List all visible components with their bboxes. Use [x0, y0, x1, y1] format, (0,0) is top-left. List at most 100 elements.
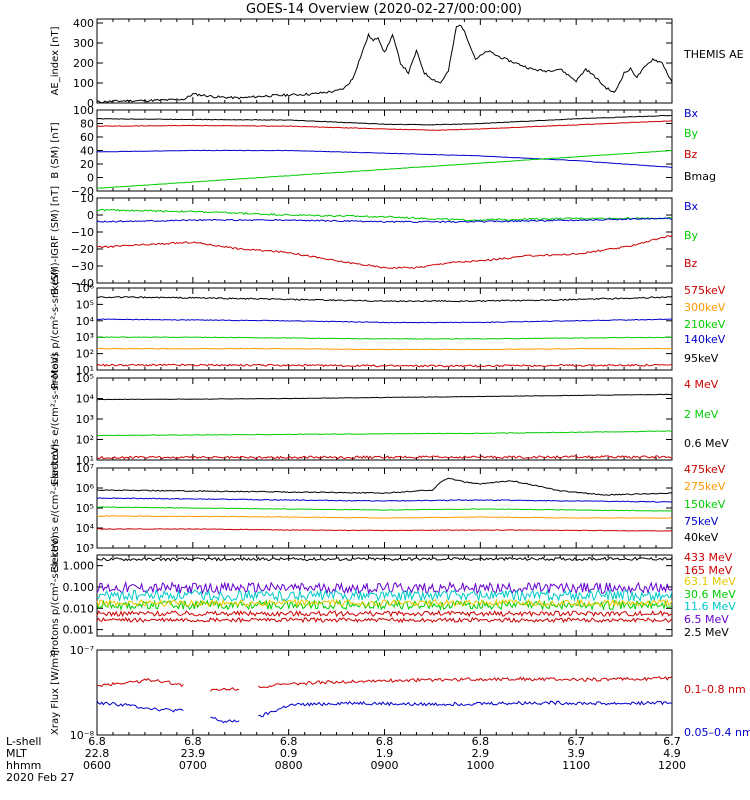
series-bigrf-0: [96, 208, 673, 222]
x-tick-label: 0.9: [280, 747, 298, 760]
legend-item: Bz: [684, 257, 698, 270]
panel-protons: 10¹ 10² 10³ 10⁴ 10⁵ 10⁶ Protons p/(cm²-s-sr-ke…: [50, 269, 726, 390]
series-bigrf-1: [96, 217, 673, 224]
y-tick-label: 10: [80, 192, 94, 205]
x-tick-label: 0800: [275, 759, 303, 772]
y-tick-label: 10⁻⁷: [70, 644, 94, 657]
y-axis-label: AE_index [nT]: [50, 26, 61, 95]
legend-item: 210keV: [684, 318, 726, 331]
x-tick-label: 6.7: [663, 735, 681, 748]
y-tick-label: 200: [73, 57, 94, 70]
y-tick-label: 0.001: [63, 624, 95, 637]
series-electrons_mev-1: [96, 430, 673, 437]
x-tick-label: 0900: [371, 759, 399, 772]
series-bsm-0: [96, 115, 672, 126]
series-bsm-1: [96, 120, 673, 131]
legend-item: Bx: [684, 200, 699, 213]
y-tick-label: 0.010: [63, 602, 95, 615]
x-tick-label: 2.9: [472, 747, 490, 760]
panel-electrons_mev: 10¹ 10² 10³ 10⁴ 10⁵ Electrons e/(cm²-s-sr-MeV…: [50, 353, 729, 485]
legend-item: 433 MeV: [684, 551, 733, 564]
legend-item: 275keV: [684, 480, 726, 493]
y-axis-label: B (SM) [nT]: [50, 122, 61, 178]
y-axis-label: Electrons e/(cm²-s-sr-keV): [50, 443, 61, 572]
legend-item: 475keV: [684, 463, 726, 476]
y-tick-label: −20: [71, 185, 94, 198]
plot-title: GOES-14 Overview (2020-02-27/00:00:00): [246, 2, 522, 17]
x-tick-label: 6.8: [280, 735, 298, 748]
y-tick-label: 10⁵: [76, 298, 94, 311]
series-electrons_mev-2: [96, 455, 673, 460]
legend-item: 63.1 MeV: [684, 575, 736, 588]
x-tick-label: 1200: [658, 759, 686, 772]
series-electrons_kev-4: [97, 528, 673, 532]
y-axis-label: Protons p/(cm²-s-sr-keV): [50, 535, 61, 656]
legend-item: 95keV: [684, 352, 719, 365]
panel-xray: 10⁻⁸ 10⁻⁷ Xray Flux [W/m²] 0.1–0.8 nm 0.05–0…: [50, 644, 750, 742]
series-protons_mev-1: [96, 580, 673, 596]
series-protons-3: [97, 347, 673, 351]
y-tick-label: 10³: [76, 413, 94, 426]
legend-item: 150keV: [684, 498, 726, 511]
legend-item: 300keV: [684, 301, 726, 314]
legend-item: 140keV: [684, 333, 726, 346]
y-tick-label: −10: [71, 226, 94, 239]
y-tick-label: 10²: [76, 434, 94, 447]
legend-item: Bx: [684, 107, 699, 120]
x-tick-label: 0600: [83, 759, 111, 772]
y-tick-label: 10¹: [76, 364, 94, 377]
legend-item: 6.5 MeV: [684, 613, 729, 626]
series-electrons_mev-0: [96, 393, 673, 401]
y-tick-label: 100: [73, 77, 94, 90]
series-protons_mev-6: [96, 616, 673, 624]
y-axis-label: Electrons e/(cm²-s-sr-MeV): [50, 353, 61, 485]
y-tick-label: 10⁵: [76, 372, 94, 385]
series-protons-0: [96, 295, 673, 303]
legend-item: 30.6 MeV: [684, 588, 736, 601]
legend-item: By: [684, 127, 699, 140]
panel-frame: [96, 197, 673, 284]
y-tick-label: −20: [71, 243, 94, 256]
x-row-label: hhmm: [6, 759, 41, 772]
legend-item: 75keV: [684, 515, 719, 528]
series-electrons_kev-1: [97, 497, 673, 503]
series-xray-1: [96, 700, 673, 724]
y-tick-label: 10⁶: [76, 282, 95, 295]
y-tick-label: 10⁻⁸: [70, 729, 95, 742]
y-tick-label: 10²: [76, 348, 94, 361]
series-electrons_kev-3: [96, 515, 673, 519]
x-tick-label: 1000: [466, 759, 494, 772]
series-bsm-2: [97, 149, 673, 168]
y-tick-label: 60: [80, 131, 94, 144]
legend-item: 2.5 MeV: [684, 626, 729, 639]
y-tick-label: 10⁵: [76, 502, 94, 515]
x-tick-label: 1.9: [376, 747, 394, 760]
legend-item: 4 MeV: [684, 378, 719, 391]
series-protons_mev-2: [96, 588, 673, 603]
series-bsm-3: [96, 149, 673, 189]
y-tick-label: 10⁴: [76, 522, 95, 535]
legend-item: 0.6 MeV: [684, 437, 729, 450]
x-tick-label: 6.8: [376, 735, 394, 748]
series-electrons_kev-2: [96, 506, 673, 512]
legend-item: Bmag: [684, 170, 716, 183]
y-tick-label: 100: [73, 104, 94, 117]
panel-frame: [96, 287, 673, 371]
x-tick-label: 22.8: [85, 747, 110, 760]
legend-item: 165 MeV: [684, 564, 733, 577]
y-tick-label: 0.100: [63, 581, 95, 594]
panel-ae: 0 100 200 300 400 AE_index [nT] THEMIS AE: [50, 17, 744, 110]
x-row-label: 2020 Feb 27: [6, 771, 74, 784]
legend-item: THEMIS AE: [683, 48, 744, 61]
y-tick-label: 10⁶: [76, 482, 95, 495]
panel-frame: [96, 554, 673, 637]
y-tick-label: 10³: [76, 542, 94, 555]
legend-item: 0.05–0.4 nm: [684, 726, 750, 739]
x-tick-label: 23.9: [181, 747, 206, 760]
y-tick-label: 10⁴: [76, 393, 95, 406]
legend-item: 2 MeV: [684, 408, 719, 421]
x-tick-label: 6.8: [472, 735, 490, 748]
